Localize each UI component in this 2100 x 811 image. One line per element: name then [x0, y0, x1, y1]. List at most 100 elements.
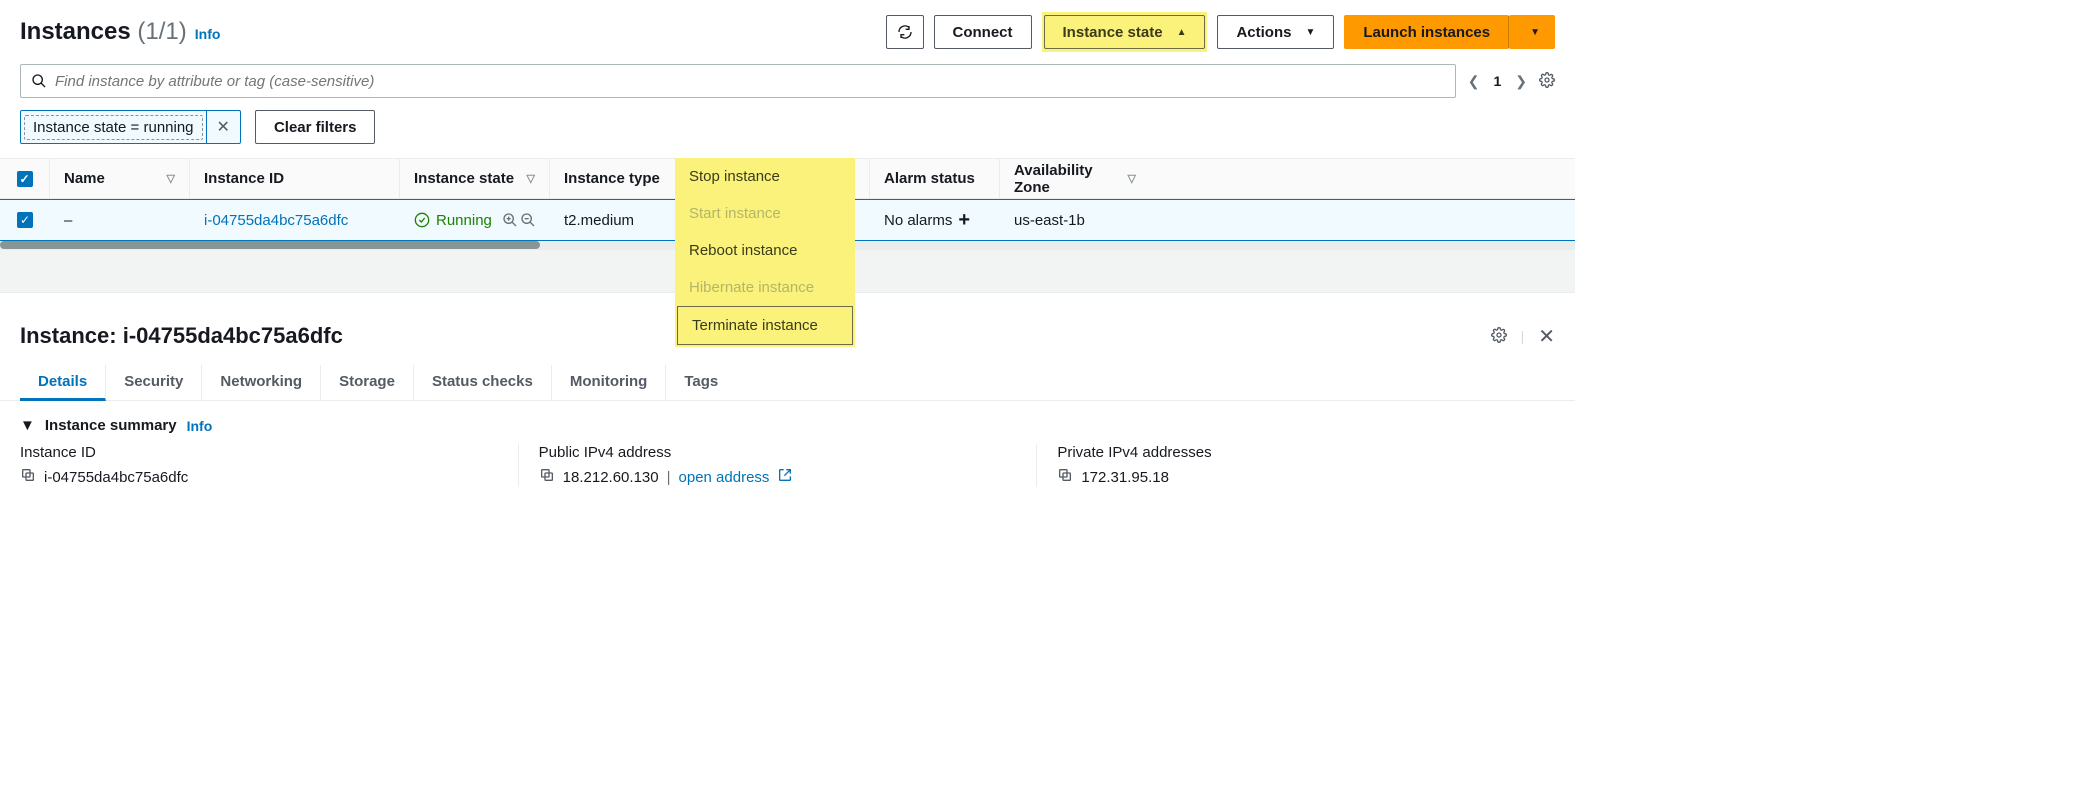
- sort-icon: ▽: [1128, 172, 1136, 185]
- search-box[interactable]: [20, 64, 1456, 98]
- collapse-icon[interactable]: ▼: [20, 417, 35, 434]
- col-alarm[interactable]: Alarm status: [870, 159, 1000, 198]
- detail-title-id: i-04755da4bc75a6dfc: [123, 323, 343, 348]
- select-all-checkbox[interactable]: ✓: [17, 171, 33, 187]
- summary-col-public-ip: Public IPv4 address 18.212.60.130 | open…: [519, 444, 1038, 487]
- settings-gear[interactable]: [1539, 72, 1555, 91]
- tab-storage[interactable]: Storage: [321, 365, 414, 400]
- actions-button[interactable]: Actions: [1217, 15, 1334, 49]
- dd-reboot-instance[interactable]: Reboot instance: [675, 232, 855, 269]
- state-zoom-icons[interactable]: [502, 212, 536, 228]
- page-title: Instances (1/1): [20, 18, 187, 46]
- summary-val-private: 172.31.95.18: [1057, 467, 1535, 487]
- col-name[interactable]: Name ▽: [50, 159, 190, 198]
- tab-monitoring[interactable]: Monitoring: [552, 365, 666, 400]
- col-az[interactable]: Availability Zone ▽: [1000, 159, 1150, 198]
- detail-actions: | ✕: [1491, 324, 1555, 349]
- scroll-thumb[interactable]: [0, 241, 540, 249]
- tab-details[interactable]: Details: [20, 365, 106, 401]
- pager-page: 1: [1493, 73, 1501, 89]
- search-input[interactable]: [55, 73, 1445, 90]
- instance-summary-header[interactable]: ▼ Instance summary Info: [0, 401, 1575, 444]
- title-block: Instances (1/1) Info: [20, 18, 876, 46]
- row-checkbox-cell[interactable]: ✓: [0, 200, 50, 240]
- row-checkbox[interactable]: ✓: [17, 212, 33, 228]
- running-status: Running: [414, 212, 492, 229]
- zoom-out-icon: [520, 212, 536, 228]
- external-link-icon: [777, 467, 793, 487]
- copy-icon: [1057, 467, 1073, 483]
- row-state: Running: [400, 200, 550, 240]
- summary-col-instance-id: Instance ID i-04755da4bc75a6dfc: [20, 444, 519, 487]
- summary-val-public: 18.212.60.130 | open address: [539, 467, 1017, 487]
- info-link[interactable]: Info: [195, 26, 221, 42]
- title-text: Instances: [20, 18, 131, 45]
- search-row: ❮ 1 ❯: [0, 60, 1575, 106]
- dd-stop-instance[interactable]: Stop instance: [675, 158, 855, 195]
- tab-tags[interactable]: Tags: [666, 365, 736, 400]
- launch-instances-caret[interactable]: [1509, 15, 1555, 49]
- col-az-label: Availability Zone: [1014, 162, 1122, 196]
- pager: ❮ 1 ❯: [1468, 73, 1527, 90]
- pager-next[interactable]: ❯: [1515, 73, 1527, 90]
- refresh-icon: [897, 24, 913, 40]
- launch-instances-button[interactable]: Launch instances: [1344, 15, 1509, 49]
- row-az: us-east-1b: [1000, 200, 1150, 240]
- detail-title: Instance: i-04755da4bc75a6dfc: [20, 323, 343, 349]
- instance-state-button[interactable]: Instance state: [1044, 15, 1206, 49]
- summary-val-id: i-04755da4bc75a6dfc: [20, 467, 498, 487]
- row-id[interactable]: i-04755da4bc75a6dfc: [190, 200, 400, 240]
- dd-hibernate-instance: Hibernate instance: [675, 269, 855, 306]
- instance-state-label: Instance state: [1063, 24, 1163, 41]
- summary-heading: Instance summary: [45, 417, 177, 434]
- summary-id-text: i-04755da4bc75a6dfc: [44, 469, 188, 486]
- tab-status-checks[interactable]: Status checks: [414, 365, 552, 400]
- state-text: Running: [436, 212, 492, 229]
- col-id-label: Instance ID: [204, 170, 284, 187]
- check-circle-icon: [414, 212, 430, 228]
- filter-row: Instance state = running ✕ Clear filters: [0, 106, 1575, 158]
- col-type-label: Instance type: [564, 170, 660, 187]
- filter-chip: Instance state = running ✕: [20, 110, 241, 144]
- title-count: (1/1): [137, 18, 186, 45]
- refresh-button[interactable]: [886, 15, 924, 49]
- open-address-link[interactable]: open address: [679, 469, 770, 486]
- page-header: Instances (1/1) Info Connect Instance st…: [0, 0, 1575, 60]
- instance-state-highlight: Instance state: [1042, 12, 1208, 52]
- copy-button[interactable]: [539, 467, 555, 487]
- zoom-in-icon: [502, 212, 518, 228]
- add-alarm-button[interactable]: +: [958, 209, 970, 232]
- sort-icon: ▽: [527, 172, 535, 185]
- public-ip-text: 18.212.60.130: [563, 469, 659, 486]
- summary-label-id: Instance ID: [20, 444, 498, 461]
- summary-label-public: Public IPv4 address: [539, 444, 1017, 461]
- copy-button[interactable]: [1057, 467, 1073, 487]
- detail-title-prefix: Instance:: [20, 323, 123, 348]
- search-icon: [31, 73, 47, 89]
- tab-security[interactable]: Security: [106, 365, 202, 400]
- launch-button-group: Launch instances: [1344, 15, 1555, 49]
- connect-button[interactable]: Connect: [934, 15, 1032, 49]
- copy-button[interactable]: [20, 467, 36, 487]
- filter-chip-remove[interactable]: ✕: [206, 111, 240, 143]
- row-alarm: No alarms +: [870, 200, 1000, 240]
- copy-icon: [539, 467, 555, 483]
- dd-terminate-instance[interactable]: Terminate instance: [677, 306, 853, 345]
- instance-state-dropdown: Stop instance Start instance Reboot inst…: [675, 158, 855, 347]
- filter-chip-label[interactable]: Instance state = running: [24, 115, 203, 140]
- col-state[interactable]: Instance state ▽: [400, 159, 550, 198]
- col-checkbox[interactable]: ✓: [0, 159, 50, 198]
- summary-col-private-ip: Private IPv4 addresses 172.31.95.18: [1037, 444, 1555, 487]
- detail-tabs: Details Security Networking Storage Stat…: [0, 355, 1575, 401]
- summary-info-link[interactable]: Info: [187, 418, 213, 434]
- tab-networking[interactable]: Networking: [202, 365, 321, 400]
- instance-id-link[interactable]: i-04755da4bc75a6dfc: [204, 212, 348, 229]
- pager-prev[interactable]: ❮: [1468, 73, 1480, 90]
- copy-icon: [20, 467, 36, 483]
- detail-settings[interactable]: [1491, 327, 1507, 346]
- private-ip-text: 172.31.95.18: [1081, 469, 1169, 486]
- detail-close[interactable]: ✕: [1538, 324, 1555, 349]
- clear-filters-button[interactable]: Clear filters: [255, 110, 376, 144]
- col-id[interactable]: Instance ID: [190, 159, 400, 198]
- instances-table: ✓ Name ▽ Instance ID Instance state ▽ In…: [0, 158, 1575, 249]
